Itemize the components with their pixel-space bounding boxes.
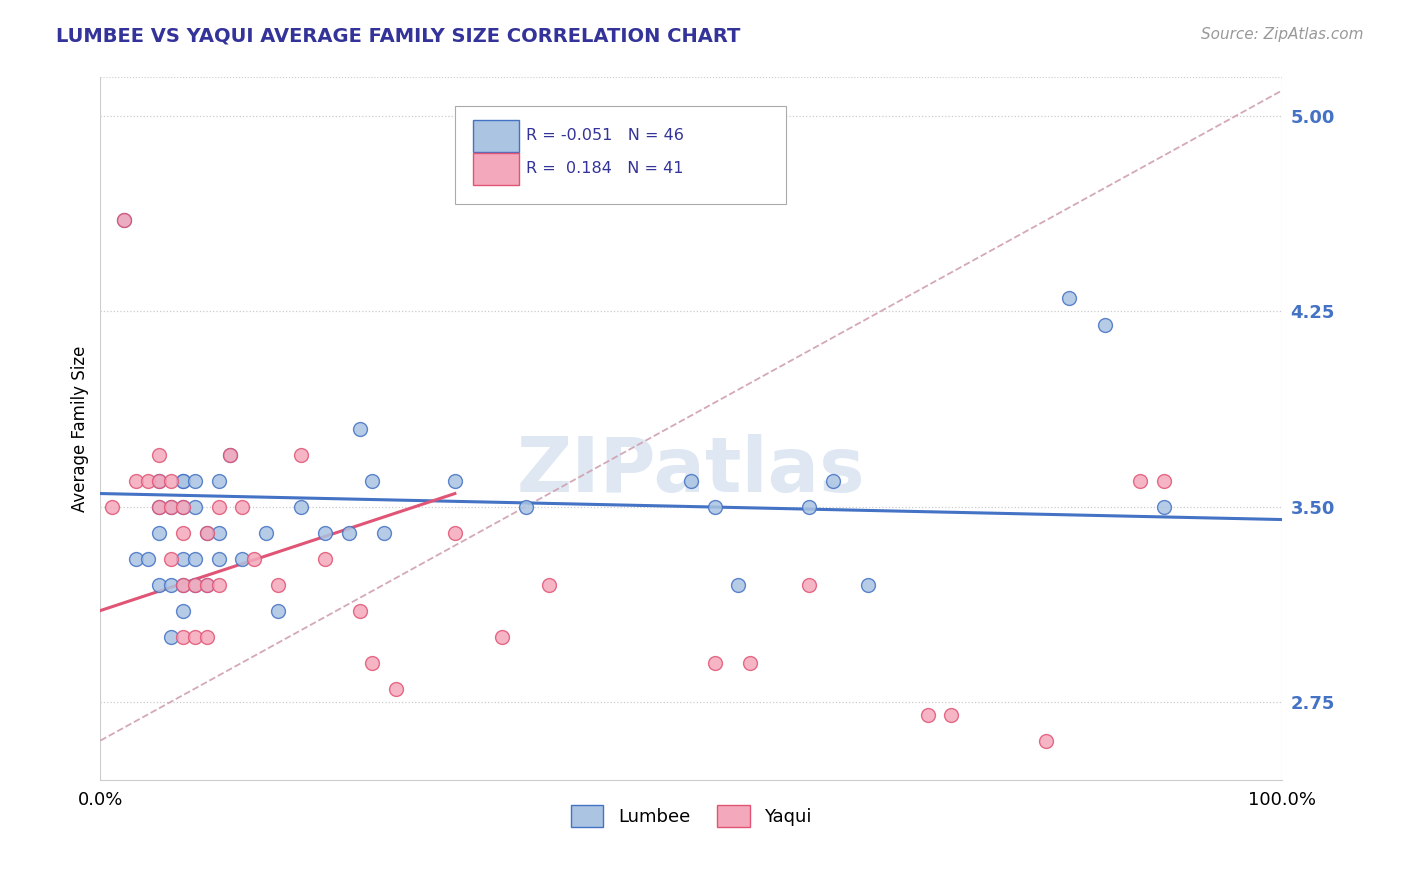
Point xyxy=(799,500,821,514)
Point xyxy=(1129,474,1152,488)
Point xyxy=(172,500,194,514)
Point xyxy=(444,525,467,540)
Point xyxy=(184,551,207,566)
Point xyxy=(361,474,384,488)
Point xyxy=(184,500,207,514)
Point xyxy=(136,551,159,566)
Point xyxy=(195,577,218,591)
Point xyxy=(172,577,194,591)
Legend: Lumbee, Yaqui: Lumbee, Yaqui xyxy=(564,797,818,834)
Text: R = -0.051   N = 46: R = -0.051 N = 46 xyxy=(526,128,683,144)
Point xyxy=(207,551,229,566)
Point xyxy=(207,474,229,488)
Point xyxy=(207,525,229,540)
Point xyxy=(266,577,288,591)
Point xyxy=(125,551,148,566)
Point xyxy=(349,603,371,617)
Point xyxy=(1094,318,1116,332)
Point xyxy=(314,551,336,566)
FancyBboxPatch shape xyxy=(472,153,519,185)
Point xyxy=(148,474,170,488)
Point xyxy=(160,500,183,514)
Point xyxy=(160,551,183,566)
Point xyxy=(219,448,242,462)
Point xyxy=(444,474,467,488)
Point xyxy=(172,577,194,591)
Point xyxy=(1153,474,1175,488)
Point xyxy=(681,474,703,488)
Point xyxy=(290,448,312,462)
Point xyxy=(361,656,384,670)
Point xyxy=(148,500,170,514)
Point xyxy=(384,681,406,696)
Point xyxy=(231,500,253,514)
Point xyxy=(1035,733,1057,747)
Point xyxy=(172,551,194,566)
Point xyxy=(858,577,880,591)
Point xyxy=(740,656,762,670)
Point xyxy=(821,474,844,488)
Text: LUMBEE VS YAQUI AVERAGE FAMILY SIZE CORRELATION CHART: LUMBEE VS YAQUI AVERAGE FAMILY SIZE CORR… xyxy=(56,27,741,45)
Point xyxy=(172,474,194,488)
Point xyxy=(184,630,207,644)
Point xyxy=(219,448,242,462)
Point xyxy=(337,525,360,540)
FancyBboxPatch shape xyxy=(472,120,519,152)
Point xyxy=(184,474,207,488)
Point xyxy=(207,500,229,514)
Point xyxy=(148,448,170,462)
Point xyxy=(231,551,253,566)
Point xyxy=(1153,500,1175,514)
Point xyxy=(101,500,124,514)
Point xyxy=(314,525,336,540)
Point xyxy=(148,500,170,514)
Point xyxy=(1059,292,1081,306)
Point xyxy=(349,421,371,435)
Point xyxy=(195,525,218,540)
Point xyxy=(195,525,218,540)
Point xyxy=(172,525,194,540)
Text: ZIPatlas: ZIPatlas xyxy=(517,434,866,508)
Point xyxy=(195,577,218,591)
Point xyxy=(207,577,229,591)
Y-axis label: Average Family Size: Average Family Size xyxy=(72,345,89,512)
Point xyxy=(184,577,207,591)
Point xyxy=(160,630,183,644)
Point xyxy=(917,707,939,722)
FancyBboxPatch shape xyxy=(456,105,786,204)
Point xyxy=(112,213,135,227)
Point xyxy=(172,630,194,644)
Point xyxy=(160,500,183,514)
Point xyxy=(112,213,135,227)
Point xyxy=(373,525,395,540)
Point xyxy=(254,525,277,540)
Point xyxy=(515,500,537,514)
Point xyxy=(290,500,312,514)
Point xyxy=(148,525,170,540)
Point xyxy=(172,603,194,617)
Point xyxy=(195,630,218,644)
Point xyxy=(703,500,725,514)
Point xyxy=(148,577,170,591)
Point xyxy=(136,474,159,488)
Text: R =  0.184   N = 41: R = 0.184 N = 41 xyxy=(526,161,683,177)
Point xyxy=(243,551,266,566)
Point xyxy=(148,474,170,488)
Point xyxy=(160,474,183,488)
Point xyxy=(172,500,194,514)
Point xyxy=(703,656,725,670)
Point xyxy=(160,577,183,591)
Point xyxy=(491,630,513,644)
Point xyxy=(941,707,963,722)
Point xyxy=(799,577,821,591)
Point xyxy=(172,474,194,488)
Point xyxy=(125,474,148,488)
Point xyxy=(266,603,288,617)
Text: Source: ZipAtlas.com: Source: ZipAtlas.com xyxy=(1201,27,1364,42)
Point xyxy=(727,577,749,591)
Point xyxy=(538,577,561,591)
Point xyxy=(184,577,207,591)
